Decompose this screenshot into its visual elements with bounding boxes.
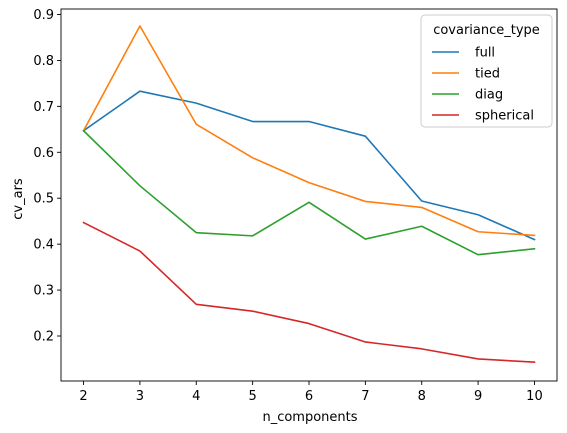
axes: 2 3 4 5 6 7 8 9 10 0.2 0.3 0.4 0.5 0.6 0.7 0.8 0.9	[33, 8, 558, 404]
y-tick-label: 0.5	[33, 192, 54, 207]
y-tick-label: 0.2	[33, 329, 54, 344]
y-tick-label: 0.3	[33, 284, 54, 299]
legend-label-tied: tied	[475, 67, 500, 82]
legend-label-full: full	[475, 46, 495, 61]
y-tick-label: 0.7	[33, 100, 54, 115]
legend-label-spherical: spherical	[475, 109, 534, 124]
legend-title: covariance_type	[433, 23, 540, 38]
x-tick-label: 5	[248, 389, 256, 404]
y-tick-label: 0.6	[33, 146, 54, 161]
series-line-full	[82, 90, 536, 241]
y-tick-label: 0.8	[33, 54, 54, 69]
y-tick-label: 0.9	[33, 8, 54, 23]
x-axis-label: n_components	[262, 410, 357, 425]
x-tick-label: 7	[361, 389, 369, 404]
y-axis-label: cv_ars	[11, 178, 26, 220]
x-tick-label: 2	[79, 389, 87, 404]
x-tick-label: 9	[474, 389, 482, 404]
legend-box	[420, 14, 553, 128]
series-line-diag	[82, 129, 536, 256]
series-line-tied	[82, 25, 536, 237]
x-tick-label: 8	[418, 389, 426, 404]
legend: covariance_type full tied diag spherical	[420, 14, 553, 128]
series-line-spherical	[82, 221, 536, 364]
plot-area	[82, 25, 536, 364]
x-tick-label: 3	[136, 389, 144, 404]
x-tick-label: 6	[305, 389, 313, 404]
legend-label-diag: diag	[475, 88, 503, 103]
y-tick-label: 0.4	[33, 238, 54, 253]
x-tick-label: 10	[526, 389, 543, 404]
x-tick-label: 4	[192, 389, 200, 404]
